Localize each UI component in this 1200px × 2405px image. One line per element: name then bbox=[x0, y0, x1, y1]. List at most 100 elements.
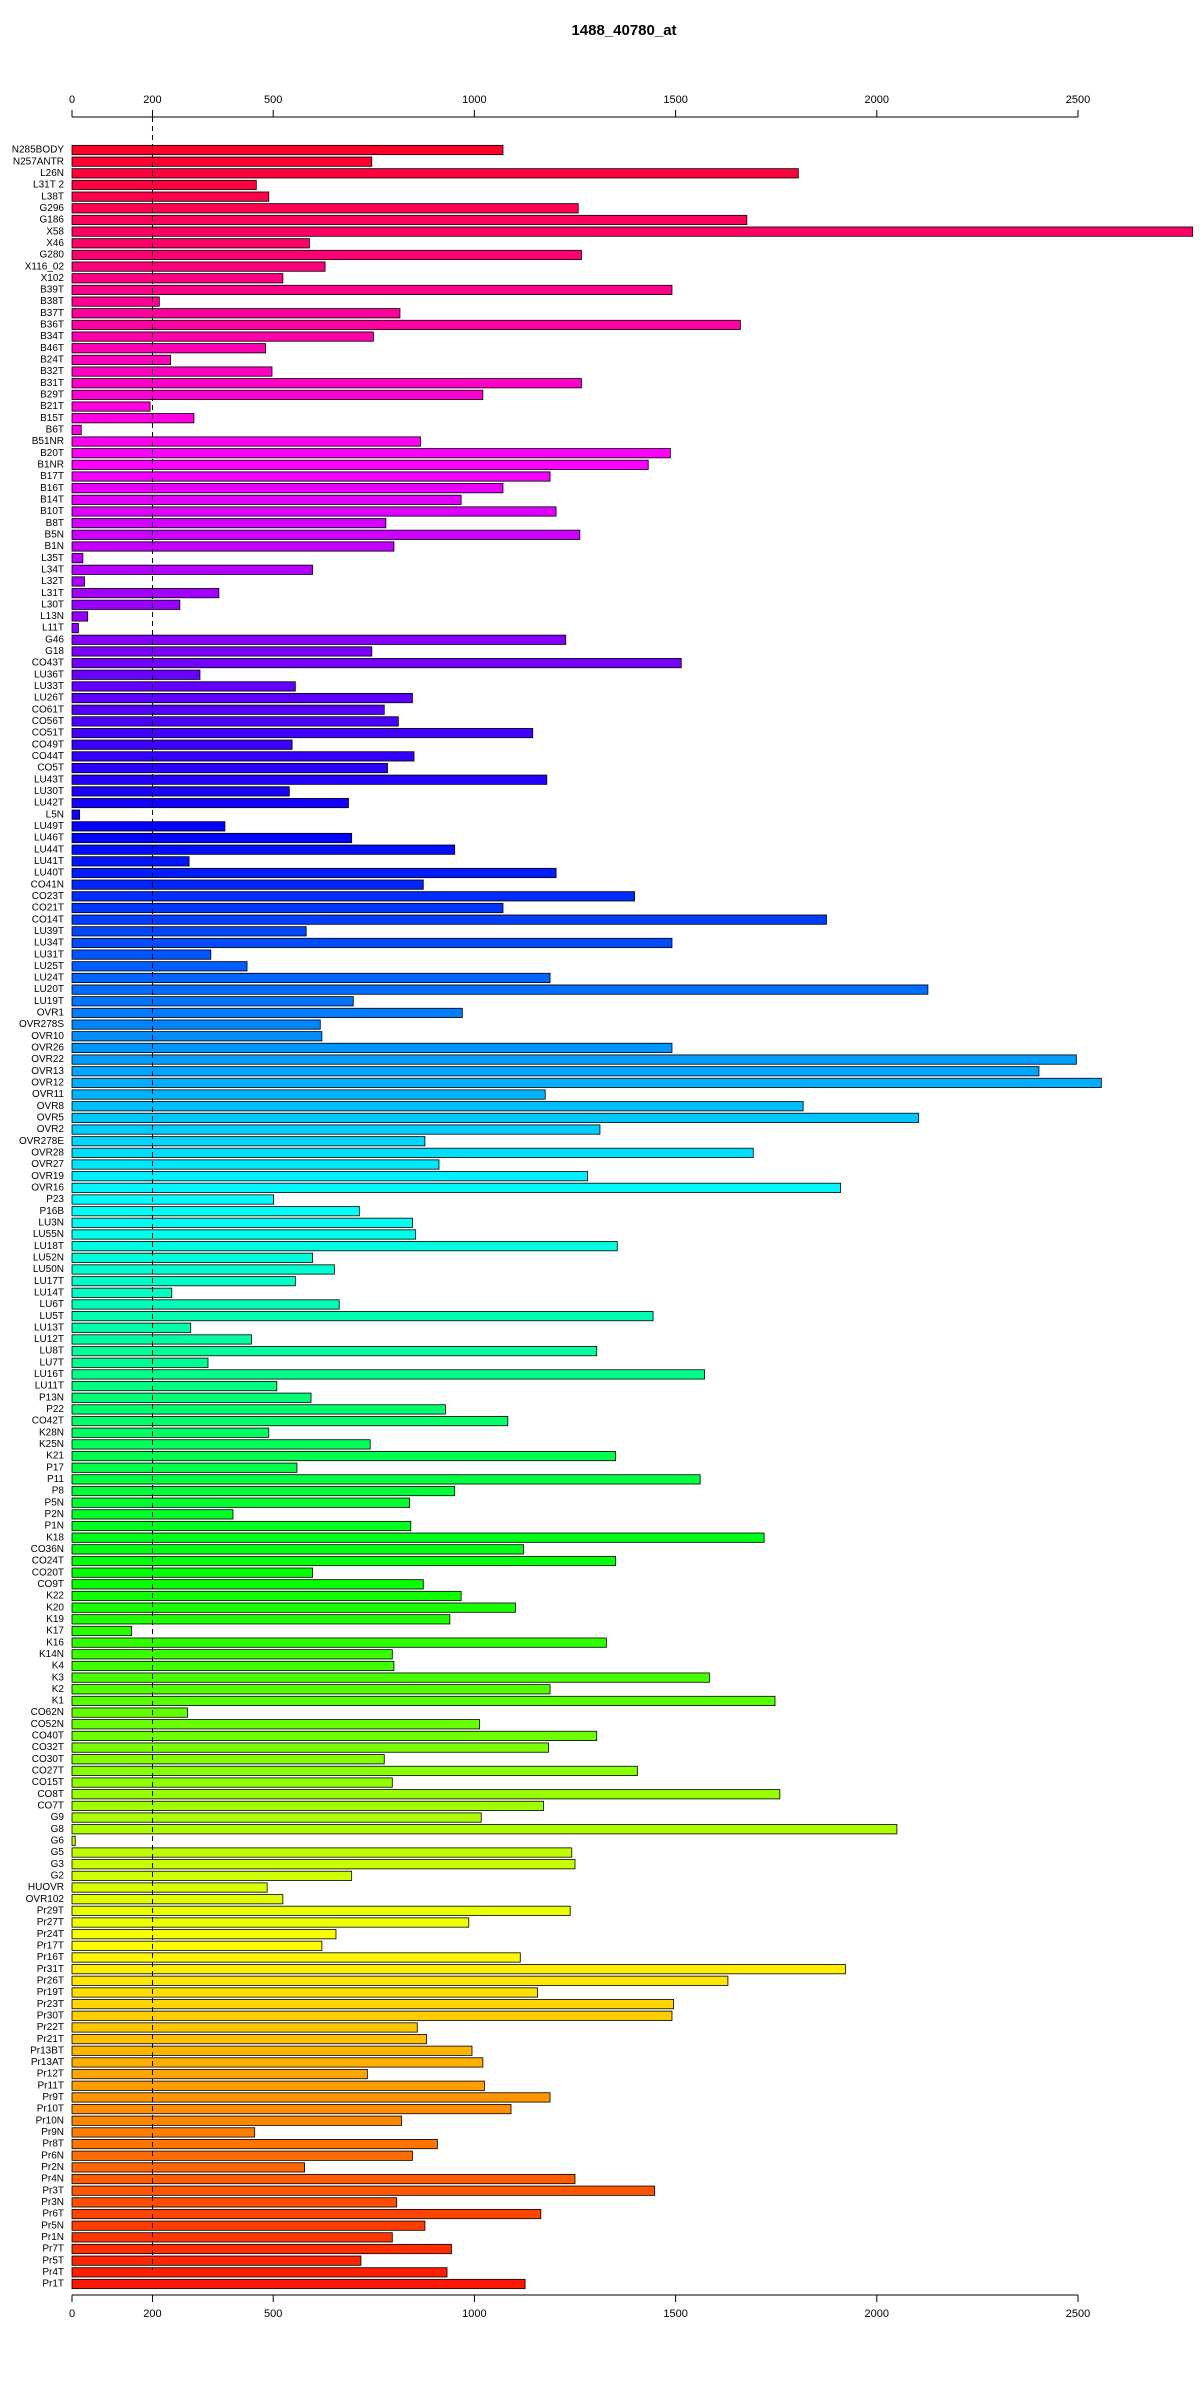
bar bbox=[71, 844, 456, 855]
bar bbox=[71, 2267, 448, 2278]
bar bbox=[71, 1847, 573, 1858]
y-tick-label: LU13T bbox=[34, 1322, 64, 1333]
y-tick-label: B6T bbox=[46, 425, 64, 436]
y-tick-label: Pr10T bbox=[37, 2104, 64, 2115]
bar bbox=[71, 914, 827, 925]
bar bbox=[71, 191, 270, 202]
bar bbox=[71, 1007, 463, 1018]
bar bbox=[71, 1136, 426, 1147]
bar bbox=[71, 494, 462, 505]
bar bbox=[71, 1975, 729, 1986]
bar bbox=[71, 1707, 188, 1718]
y-tick-label: Pr13AT bbox=[31, 2057, 64, 2068]
y-tick-label: LU43T bbox=[34, 774, 64, 785]
y-tick-label: B24T bbox=[40, 355, 64, 366]
bar bbox=[71, 1754, 385, 1765]
y-tick-label: B8T bbox=[46, 518, 64, 529]
y-tick-label: Pr30T bbox=[37, 2010, 64, 2021]
bar bbox=[71, 1929, 337, 1940]
y-tick-label: Pr27T bbox=[37, 1917, 64, 1928]
bar bbox=[71, 634, 567, 645]
bar bbox=[71, 1987, 538, 1998]
y-tick-label: L11T bbox=[42, 623, 64, 634]
y-tick-label: L26N bbox=[40, 168, 64, 179]
bar bbox=[71, 1217, 413, 1228]
bar bbox=[71, 1042, 673, 1053]
bar bbox=[71, 926, 307, 937]
y-tick-label: X116_02 bbox=[25, 261, 65, 272]
bar bbox=[71, 553, 84, 564]
y-tick-label: OVR16 bbox=[31, 1182, 64, 1193]
y-tick-label: CO8T bbox=[37, 1789, 64, 1800]
y-tick-label: P1N bbox=[45, 1521, 64, 1532]
y-tick-label: K1 bbox=[52, 1696, 65, 1707]
x-tick-label: 2000 bbox=[865, 2308, 889, 2320]
bar bbox=[71, 984, 929, 995]
bar bbox=[71, 704, 385, 715]
y-tick-label: OVR12 bbox=[31, 1078, 64, 1089]
y-tick-label: OVR11 bbox=[32, 1089, 64, 1100]
y-tick-label: Pr6T bbox=[42, 2209, 64, 2220]
y-tick-label: Pr11T bbox=[38, 2080, 65, 2091]
y-tick-label: P2N bbox=[45, 1509, 64, 1520]
bar bbox=[71, 1159, 440, 1170]
bar bbox=[71, 937, 673, 949]
y-tick-label: CO41N bbox=[31, 879, 64, 890]
y-tick-label: Pr17T bbox=[37, 1940, 64, 1951]
y-tick-label: Pr3N bbox=[41, 2197, 64, 2208]
bar bbox=[71, 856, 190, 867]
y-tick-label: OVR5 bbox=[37, 1113, 65, 1124]
bar bbox=[71, 284, 673, 295]
x-tick-label: 2500 bbox=[1066, 94, 1090, 106]
y-tick-label: OVR278S bbox=[19, 1019, 64, 1030]
bar bbox=[71, 2092, 551, 2103]
y-tick-label: G6 bbox=[51, 1836, 65, 1847]
bar bbox=[71, 1381, 278, 1392]
y-tick-label: LU50N bbox=[33, 1264, 64, 1275]
bar bbox=[71, 1276, 296, 1287]
bar bbox=[71, 156, 373, 167]
bar bbox=[71, 716, 399, 727]
bar bbox=[71, 1940, 323, 1951]
bar bbox=[71, 891, 635, 902]
bar bbox=[71, 1800, 545, 1811]
y-tick-label: LU39T bbox=[34, 926, 64, 937]
bar bbox=[71, 599, 181, 610]
bar bbox=[71, 1416, 509, 1427]
y-tick-label: P11 bbox=[47, 1474, 64, 1485]
bar bbox=[71, 2162, 305, 2173]
y-tick-label: Pr4N bbox=[41, 2174, 64, 2185]
y-tick-label: OVR2 bbox=[37, 1124, 65, 1135]
y-tick-label: Pr21T bbox=[37, 2034, 64, 2045]
y-tick-label: Pr3T bbox=[42, 2185, 64, 2196]
bar bbox=[71, 1637, 607, 1648]
bar bbox=[71, 1311, 654, 1322]
bar bbox=[71, 144, 504, 156]
bar bbox=[71, 1206, 360, 1217]
bar bbox=[71, 1462, 298, 1473]
y-tick-label: B38T bbox=[40, 296, 64, 307]
y-tick-label: CO42T bbox=[32, 1416, 64, 1427]
y-tick-label: K22 bbox=[46, 1591, 64, 1602]
y-tick-label: P8 bbox=[52, 1486, 65, 1497]
y-tick-label: CO27T bbox=[32, 1766, 64, 1777]
bar bbox=[71, 1439, 371, 1450]
y-tick-label: Pr12T bbox=[37, 2069, 64, 2080]
bar bbox=[71, 972, 551, 984]
y-tick-label: G186 bbox=[40, 215, 65, 226]
y-tick-label: B5N bbox=[45, 529, 64, 540]
bar bbox=[71, 1101, 804, 1112]
y-tick-label: CO62N bbox=[31, 1707, 64, 1718]
y-tick-label: Pr1N bbox=[41, 2232, 64, 2243]
y-tick-label: LU16T bbox=[34, 1369, 64, 1380]
y-tick-label: B29T bbox=[40, 390, 64, 401]
y-tick-label: LU6T bbox=[40, 1299, 64, 1310]
bar bbox=[71, 576, 85, 587]
bar bbox=[71, 2034, 427, 2045]
bar bbox=[71, 879, 424, 890]
bar bbox=[71, 1264, 335, 1275]
y-tick-label: OVR22 bbox=[31, 1054, 64, 1065]
bar bbox=[71, 1555, 617, 1567]
bar bbox=[71, 436, 421, 447]
bar bbox=[71, 1730, 598, 1741]
